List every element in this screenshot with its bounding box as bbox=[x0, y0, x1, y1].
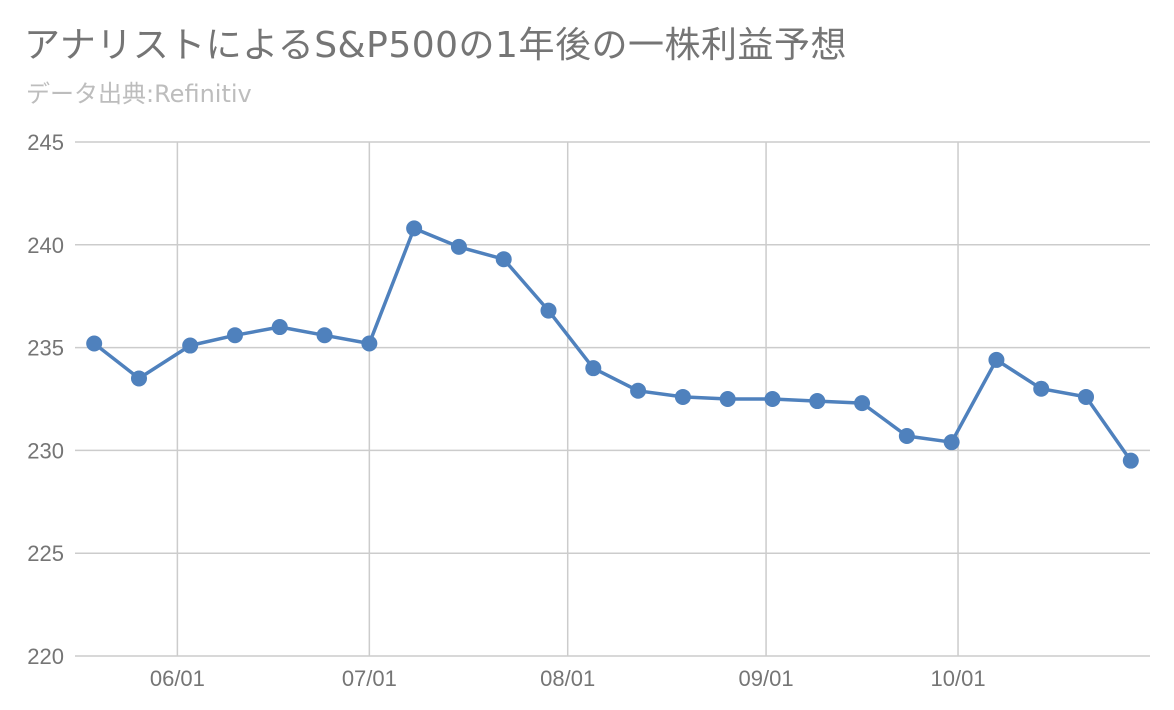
data-point bbox=[809, 393, 826, 410]
series-line bbox=[93, 226, 1133, 462]
data-point bbox=[854, 395, 871, 412]
x-tick-label: 07/01 bbox=[342, 666, 397, 691]
y-tick-label: 230 bbox=[27, 438, 64, 463]
data-point bbox=[764, 391, 781, 407]
data-point bbox=[630, 382, 647, 399]
data-point bbox=[182, 337, 199, 354]
data-point bbox=[1033, 380, 1050, 397]
x-tick-label: 10/01 bbox=[931, 666, 986, 691]
x-tick-label: 09/01 bbox=[739, 666, 794, 691]
x-tick-label: 08/01 bbox=[540, 666, 595, 691]
data-point bbox=[898, 428, 915, 445]
y-tick-label: 240 bbox=[27, 233, 64, 258]
chart-title: アナリストによるS&P500の1年後の一株利益予想 bbox=[24, 25, 847, 66]
data-point bbox=[719, 391, 736, 407]
data-point bbox=[450, 238, 467, 255]
y-tick-label: 235 bbox=[27, 336, 64, 361]
chart-subtitle: データ出典:Refinitiv bbox=[26, 80, 252, 108]
data-point bbox=[130, 370, 147, 387]
y-tick-label: 245 bbox=[27, 130, 64, 155]
data-point bbox=[988, 351, 1005, 368]
data-point bbox=[1078, 388, 1095, 405]
data-point bbox=[1122, 452, 1139, 469]
x-tick-label: 06/01 bbox=[150, 666, 205, 691]
data-point bbox=[226, 327, 243, 344]
grid-lines bbox=[75, 141, 1150, 657]
y-tick-label: 225 bbox=[27, 541, 64, 566]
y-tick-label: 220 bbox=[27, 644, 64, 669]
series-layer bbox=[86, 220, 1139, 469]
data-point bbox=[585, 360, 602, 377]
data-point bbox=[271, 319, 288, 336]
data-point bbox=[540, 302, 557, 319]
y-axis-ticks: 245 240 235 230 225 220 bbox=[27, 130, 64, 669]
data-point bbox=[361, 335, 378, 352]
data-point bbox=[943, 434, 960, 451]
data-point bbox=[495, 251, 512, 268]
data-point bbox=[674, 388, 691, 405]
data-point bbox=[406, 220, 423, 237]
data-point bbox=[86, 335, 103, 352]
x-axis-ticks: 06/01 07/01 08/01 09/01 10/01 bbox=[150, 666, 986, 691]
data-point bbox=[316, 327, 333, 344]
